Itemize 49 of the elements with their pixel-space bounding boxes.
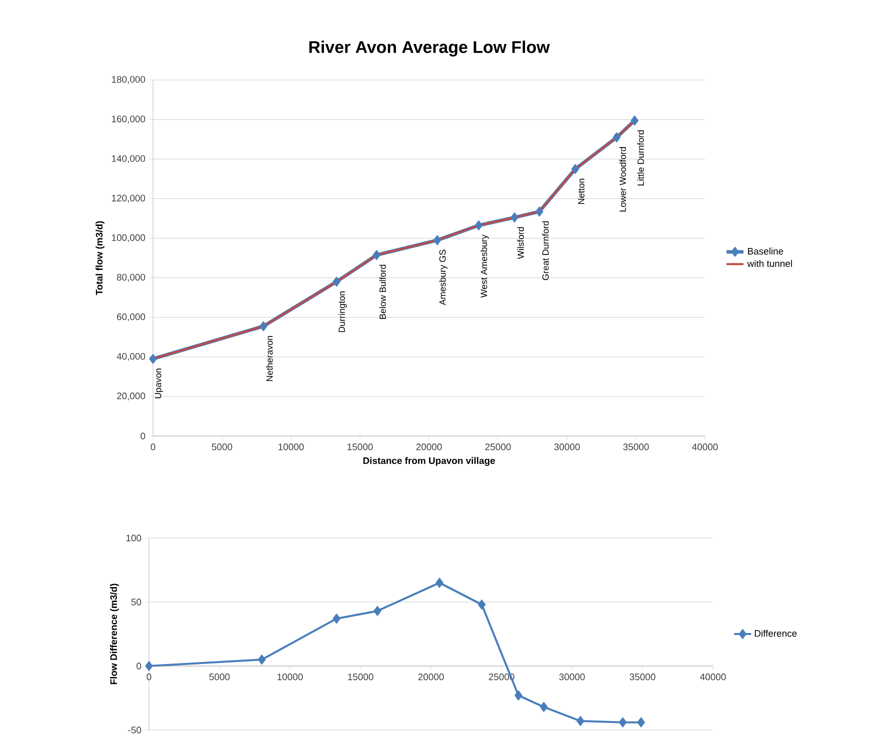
x-tick-label: 15000 [348, 444, 373, 450]
annotation: Amesbury GS [439, 250, 448, 306]
annotation: Wilsford [517, 227, 524, 259]
x-tick-label: 30000 [559, 674, 585, 680]
annotation: Lower Woodford [619, 147, 626, 212]
x-axis-title: Distance from Upavon village [363, 457, 495, 466]
y-tick-label: 60,000 [117, 313, 146, 322]
x-tick-label: 35000 [623, 444, 649, 450]
annotation: Below Bulford [379, 264, 386, 319]
legend-label: with tunnel [747, 260, 792, 267]
annotation: Upavon [154, 368, 164, 398]
y-tick-label: 180,000 [112, 76, 146, 84]
legend-label: Difference [754, 630, 797, 637]
x-tick-label: 15000 [348, 674, 374, 680]
annotation: Netheravon [266, 336, 273, 382]
x-tick-label: 30000 [554, 444, 580, 450]
y-tick-label: 50 [131, 598, 142, 606]
annotation: Great Durnford [542, 221, 549, 280]
x-tick-label: 40000 [700, 674, 726, 680]
y-tick-label: 40,000 [116, 352, 146, 361]
y-tick-label: 100 [126, 534, 142, 542]
x-tick-label: 0 [146, 674, 152, 680]
x-tick-label: 35000 [630, 674, 656, 680]
legend-label: Baseline [748, 248, 784, 255]
x-tick-label: 5000 [212, 444, 232, 450]
x-tick-label: 20000 [416, 444, 442, 450]
y-tick-label: 20,000 [117, 392, 146, 400]
x-tick-label: 20000 [418, 674, 444, 680]
y-tick-label: 140,000 [112, 155, 146, 164]
annotation: Durrington [338, 292, 347, 332]
annotation: Little Durnford [637, 130, 644, 186]
chart-title: River Avon Average Low Flow [309, 40, 550, 56]
x-tick-label: 5000 [209, 674, 230, 680]
y-tick-label: 0 [136, 662, 142, 670]
y-tick-label: 160,000 [112, 116, 146, 124]
annotation: West Amesbury [480, 234, 489, 298]
y-tick-label: 0 [140, 432, 146, 440]
x-tick-label: 25000 [485, 444, 511, 450]
x-tick-label: 40000 [692, 444, 718, 450]
x-tick-label: 10000 [278, 674, 303, 680]
y-tick-label: -50 [128, 726, 142, 734]
annotation: Netton [578, 178, 584, 204]
x-tick-label: 10000 [278, 444, 304, 450]
y-axis-title: Total flow (m3/d) [96, 221, 104, 296]
y-tick-label: 100,000 [112, 234, 146, 242]
y-tick-label: 120,000 [112, 194, 146, 203]
x-tick-label: 0 [150, 444, 156, 450]
y-axis-title: Flow Difference (m3/d) [110, 584, 119, 684]
y-tick-label: 80,000 [116, 274, 146, 282]
